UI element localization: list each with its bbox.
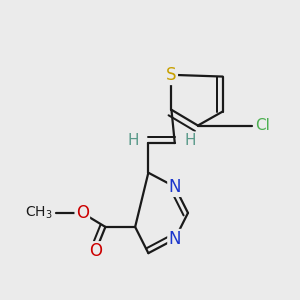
Text: S: S [166,66,177,84]
Text: O: O [89,242,102,260]
Text: N: N [169,230,181,248]
Text: Cl: Cl [255,118,270,133]
Text: H: H [185,133,197,148]
Text: CH$_3$: CH$_3$ [25,205,52,221]
Text: N: N [169,178,181,196]
Text: O: O [76,204,89,222]
Text: H: H [128,133,139,148]
